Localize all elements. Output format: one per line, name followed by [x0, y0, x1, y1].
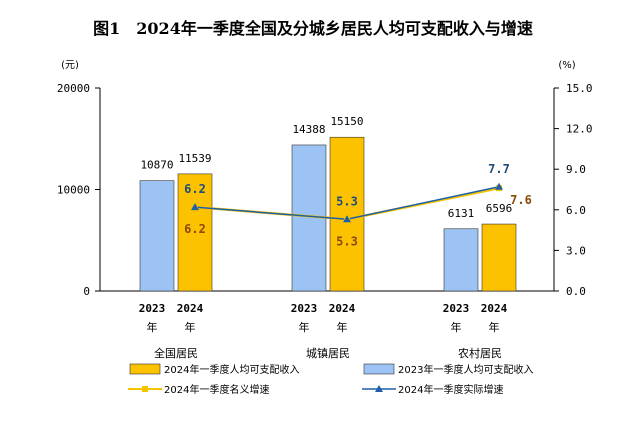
bar-2023-2: [443, 228, 479, 292]
bar-2024-2: [481, 223, 517, 292]
right-tick-label: 3.0: [566, 244, 586, 257]
legend-label-2024-income: 2024年一季度人均可支配收入: [164, 363, 299, 376]
x-category-label: 农村居民: [458, 346, 502, 360]
bar-2024-value-label: 11539: [178, 152, 211, 165]
bar-2023-0: [139, 180, 175, 292]
growth-lines: [191, 182, 503, 223]
legend-marker-real: [375, 385, 383, 392]
real-point: [343, 215, 351, 223]
bar-2023-value-label: 10870: [140, 159, 173, 172]
right-tick-label: 6.0: [566, 204, 586, 217]
legend-swatch-2024-income: [129, 363, 161, 375]
real-growth-label: 5.3: [336, 194, 358, 208]
left-axis-unit: (元): [61, 60, 79, 71]
left-axis-ticks: 0 10000 20000: [57, 82, 100, 298]
real-growth-label: 7.7: [488, 162, 510, 176]
nominal-growth-label: 5.3: [336, 234, 358, 248]
x-year-suffix: 年: [147, 320, 158, 334]
x-category-label: 全国居民: [154, 346, 198, 360]
x-year-suffix: 年: [337, 320, 348, 334]
x-year-label: 2024: [177, 302, 204, 315]
right-tick-label: 12.0: [566, 123, 593, 136]
bar-value-labels: 10870 11539 14388 15150 6131 6596: [140, 115, 512, 220]
bar-2024-1: [329, 136, 365, 292]
growth-value-labels: 6.2 6.2 5.3 5.3 7.7 7.6: [184, 162, 532, 248]
legend-label-2023-income: 2023年一季度人均可支配收入: [398, 363, 533, 376]
right-tick-label: 15.0: [566, 82, 593, 95]
x-year-label: 2023: [139, 302, 166, 315]
x-year-suffix: 年: [299, 320, 310, 334]
legend-marker-nominal: [142, 386, 148, 392]
right-axis-unit: (%): [558, 60, 575, 71]
left-tick-label: 10000: [57, 184, 90, 197]
bar-series: [139, 136, 517, 292]
real-point: [495, 182, 503, 190]
right-tick-label: 0.0: [566, 285, 586, 298]
nominal-growth-label: 6.2: [184, 222, 206, 236]
x-year-suffix: 年: [185, 320, 196, 334]
real-point: [191, 203, 199, 211]
nominal-growth-label: 7.6: [510, 193, 532, 207]
right-axis-ticks: 0.0 3.0 6.0 9.0 12.0 15.0: [554, 82, 593, 298]
x-year-label: 2023: [443, 302, 470, 315]
chart-title: 图1 2024年一季度全国及分城乡居民人均可支配收入与增速: [93, 19, 533, 38]
x-category-label: 城镇居民: [306, 346, 350, 360]
legend-label-real: 2024年一季度实际增速: [398, 383, 503, 396]
bar-2024-value-label: 6596: [486, 202, 513, 215]
x-year-label: 2024: [481, 302, 508, 315]
legend-swatch-2023-income: [363, 363, 395, 375]
bar-2023-value-label: 14388: [292, 123, 325, 136]
left-tick-label: 0: [83, 285, 90, 298]
x-year-suffix: 年: [489, 320, 500, 334]
right-tick-label: 9.0: [566, 163, 586, 176]
bar-2024-0: [177, 173, 213, 292]
real-growth-label: 6.2: [184, 182, 206, 196]
x-year-suffix: 年: [451, 320, 462, 334]
legend: 2024年一季度人均可支配收入 2023年一季度人均可支配收入 2024年一季度…: [128, 363, 533, 396]
left-tick-label: 20000: [57, 82, 90, 95]
bar-2024-value-label: 15150: [330, 115, 363, 128]
x-year-label: 2023: [291, 302, 318, 315]
bar-2023-value-label: 6131: [448, 207, 475, 220]
legend-label-nominal: 2024年一季度名义增速: [164, 383, 269, 396]
x-year-label: 2024: [329, 302, 356, 315]
